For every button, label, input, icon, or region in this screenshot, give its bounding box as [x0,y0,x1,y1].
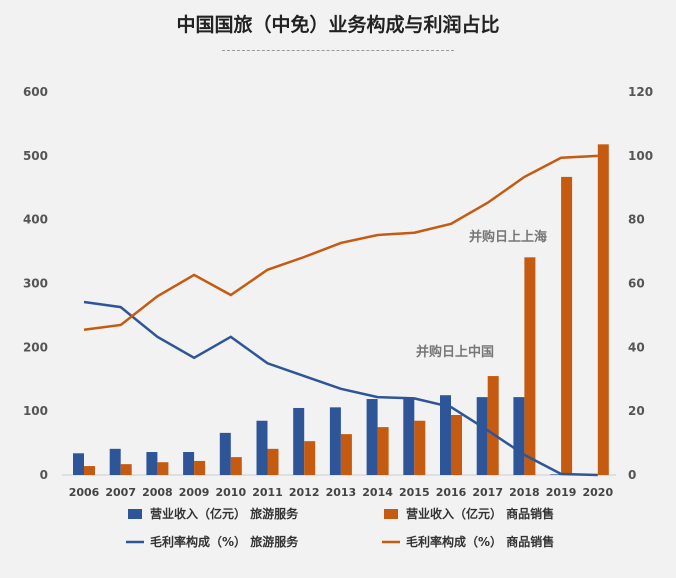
bar-tourism [256,420,268,475]
annotation: 并购日上上海 [469,229,547,245]
right-axis-tick: 120 [628,85,653,99]
right-axis-tick: 40 [628,340,645,354]
bar-tourism [476,397,488,475]
bar-tourism [440,395,451,475]
left-axis-tick: 300 [23,277,48,291]
annotation: 并购日上中国 [416,344,494,360]
x-axis-tick: 2006 [69,486,100,499]
left-axis-tick: 600 [23,85,48,99]
bar-goods [194,460,206,475]
bar-goods [267,448,279,475]
bar-tourism [403,397,415,475]
bar-goods [414,420,426,475]
x-axis-tick: 2018 [509,486,540,499]
x-axis-tick: 2020 [582,486,613,499]
right-axis-tick: 80 [628,213,645,227]
bar-goods [561,176,573,476]
x-axis-tick: 2012 [289,486,320,499]
legend-label: 毛利率构成（%） 商品销售 [406,534,554,549]
bar-goods [340,434,352,475]
left-axis-tick: 0 [40,468,48,482]
bar-tourism [73,453,84,475]
x-axis-tick: 2016 [436,486,467,499]
bar-tourism [183,452,195,475]
bar-goods [524,257,536,475]
bar-goods [157,462,169,475]
left-axis-tick: 200 [23,340,48,354]
bar-goods [84,466,95,475]
bar-tourism [293,407,305,475]
bar-goods [230,457,242,475]
line-tourism [83,300,598,477]
bar-tourism [513,397,525,475]
line-goods [83,154,598,332]
bar-goods [487,376,499,475]
left-axis-tick: 500 [23,149,48,163]
x-axis-tick: 2019 [546,486,577,499]
bar-goods [120,464,132,475]
legend-label: 营业收入（亿元） 商品销售 [406,506,554,521]
bar-goods [451,414,462,475]
x-axis-tick: 2014 [362,486,393,499]
bar-tourism [219,432,231,475]
bar-goods [377,427,389,475]
right-axis-tick: 0 [628,468,636,482]
right-axis-tick: 20 [628,404,645,418]
x-axis-tick: 2010 [215,486,246,499]
legend-swatch [128,509,142,519]
right-axis-tick: 100 [628,149,653,163]
bar-goods [597,144,609,476]
left-axis-tick: 400 [23,213,48,227]
x-axis-tick: 2011 [252,486,283,499]
x-axis-tick: 2009 [179,486,210,499]
bar-tourism [550,474,562,475]
x-axis-tick: 2007 [105,486,136,499]
x-axis-tick: 2015 [399,486,430,499]
legend-label: 营业收入（亿元） 旅游服务 [150,506,299,521]
bar-tourism [366,399,378,475]
chart-title: 中国国旅（中免）业务构成与利润占比 [176,14,500,36]
bar-tourism [146,452,158,475]
legend-label: 毛利率构成（%） 旅游服务 [150,534,299,549]
right-axis-tick: 60 [628,277,645,291]
legend-swatch [384,509,398,519]
x-axis-tick: 2017 [472,486,503,499]
bar-tourism [109,448,121,475]
bar-goods [304,441,316,475]
left-axis-tick: 100 [23,404,48,418]
title-divider [222,50,454,51]
bar-tourism [329,407,341,475]
x-axis-tick: 2013 [326,486,357,499]
x-axis-tick: 2008 [142,486,173,499]
